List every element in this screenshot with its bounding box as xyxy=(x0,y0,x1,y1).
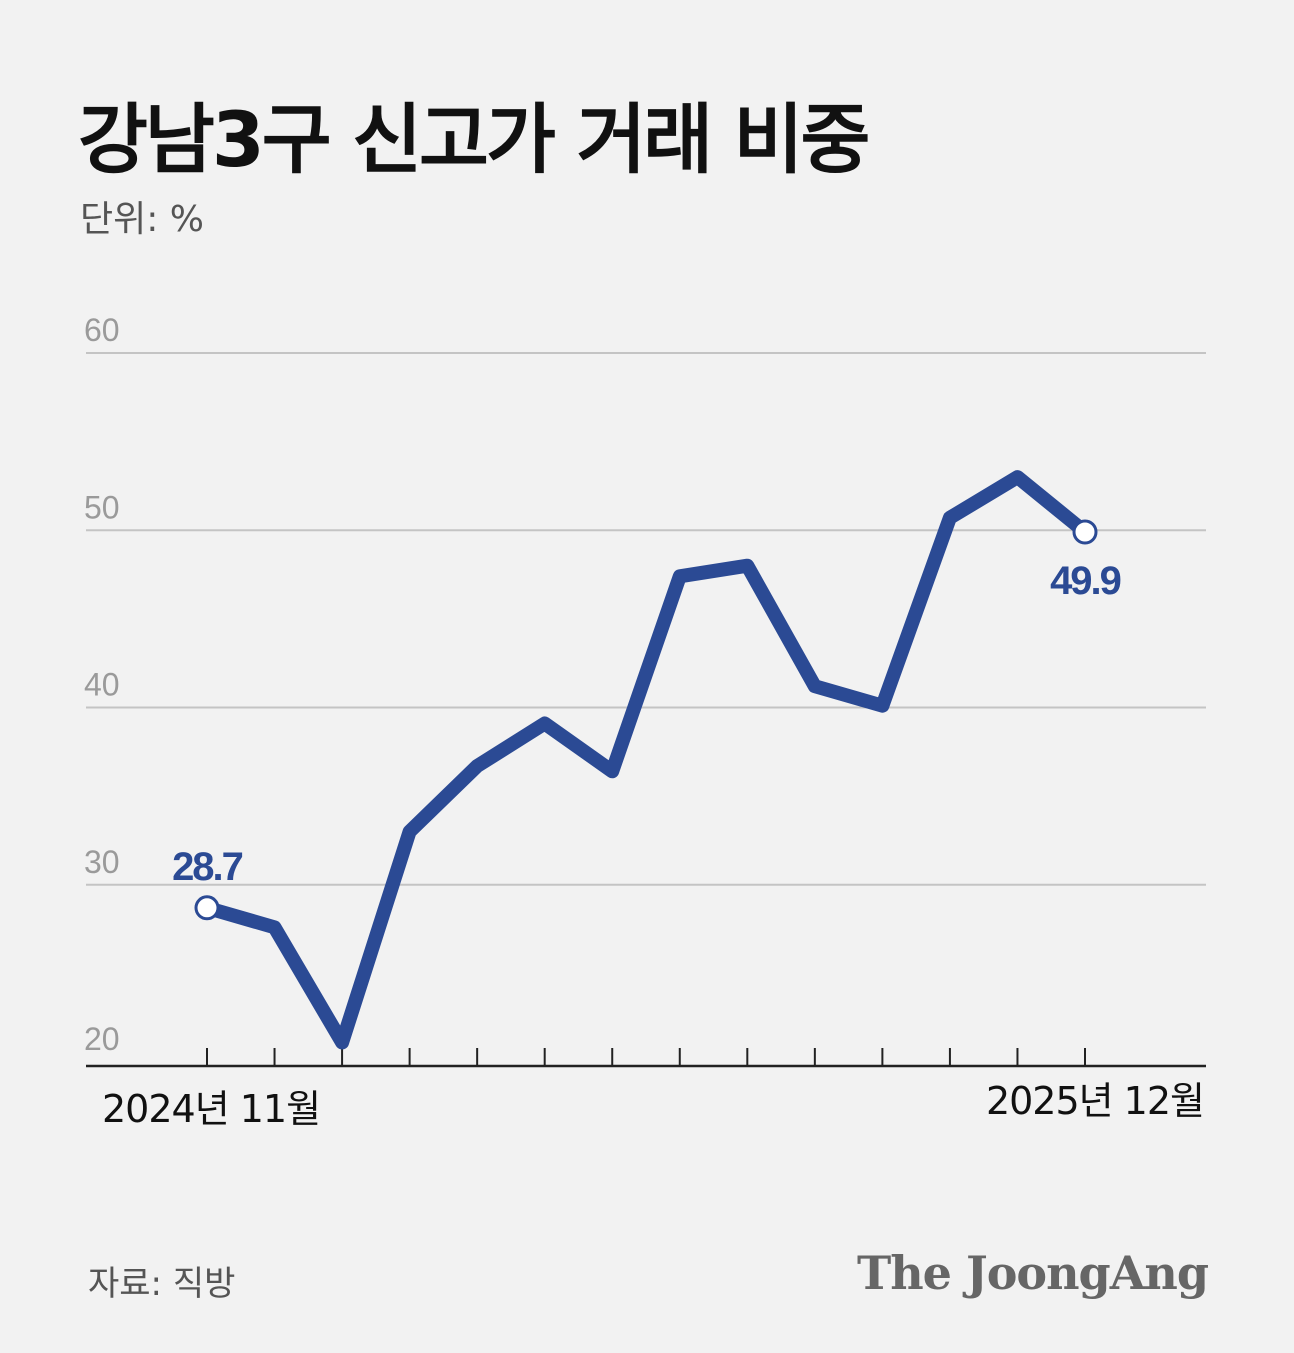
series-line xyxy=(200,470,1092,1050)
y-tick-label: 30 xyxy=(84,844,120,880)
endpoint-marker xyxy=(1072,519,1098,545)
unit-label: 단위: % xyxy=(80,199,205,240)
brand-logo: The JoongAng xyxy=(857,1246,1209,1300)
x-start-label: 2024년 11월 xyxy=(102,1087,320,1131)
y-tick-label: 40 xyxy=(84,667,120,703)
source-note: 자료: 직방 xyxy=(88,1264,236,1304)
y-tick-label: 50 xyxy=(84,489,120,525)
chart-title: 강남3구 신고가 거래 비중 xyxy=(78,95,870,184)
data-label: 49.9 xyxy=(1050,559,1121,603)
y-tick-label: 20 xyxy=(84,1021,120,1057)
data-label: 28.7 xyxy=(172,845,243,889)
endpoint-marker xyxy=(194,895,220,921)
y-tick-label: 60 xyxy=(84,312,120,348)
x-end-label: 2025년 12월 xyxy=(986,1079,1204,1123)
